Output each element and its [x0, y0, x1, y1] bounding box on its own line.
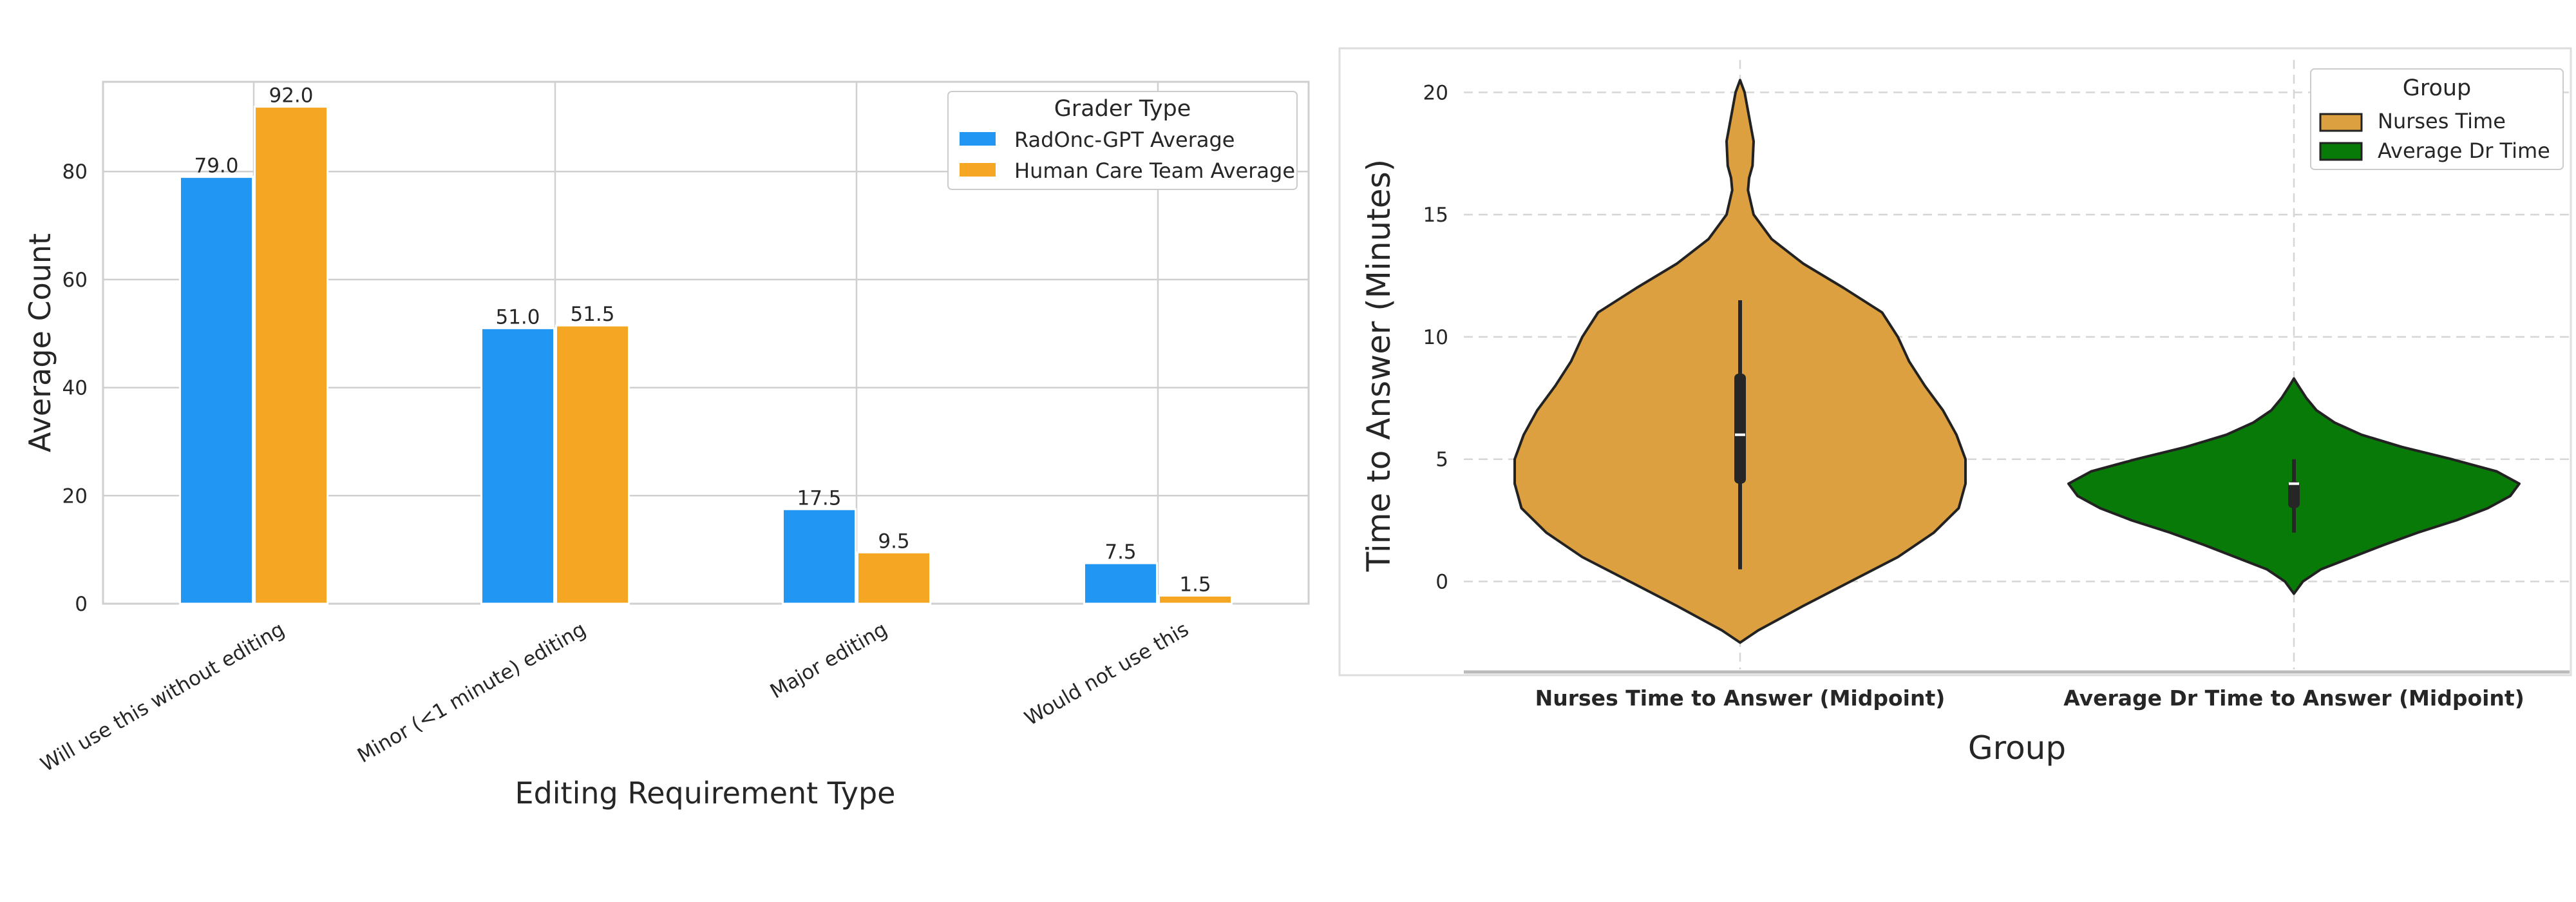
violin-iqr-box — [1734, 373, 1746, 484]
bar-value-labels: 79.0 92.0 51.0 51.5 17.5 9.5 7.5 1.5 — [194, 84, 1211, 597]
bar-legend-swatch-1 — [960, 163, 996, 177]
bar-legend-label-1: Human Care Team Average — [1014, 158, 1295, 183]
bar-legend-swatch-0 — [960, 132, 996, 146]
bar-legend-title: Grader Type — [1054, 96, 1191, 122]
bar-value-label: 79.0 — [194, 155, 238, 178]
bar-legend: Grader Type RadOnc-GPT Average Human Car… — [947, 91, 1298, 190]
bar — [555, 324, 630, 605]
violin-legend-label-1: Average Dr Time — [2378, 139, 2550, 163]
violin-y-axis-title: Time to Answer (Minutes) — [1360, 159, 1397, 572]
bar-x-tick-label: Minor (<1 minute) editing — [354, 618, 590, 768]
bar — [1158, 594, 1233, 605]
bar — [480, 327, 555, 605]
violin-legend-title: Group — [2403, 75, 2472, 101]
bar — [254, 106, 328, 605]
bar-value-label: 51.0 — [495, 305, 540, 329]
violin-legend-swatch-1 — [2319, 142, 2363, 161]
violin-x-tick-label: Nurses Time to Answer (Midpoint) — [1535, 686, 1946, 711]
bar-y-tick-label: 80 — [62, 160, 88, 184]
violin-y-tick-label: 10 — [1423, 326, 1448, 349]
violin-series — [1513, 79, 2521, 644]
violin-legend-box — [2310, 68, 2564, 170]
bar-y-tick-label: 40 — [62, 377, 88, 400]
violin-legend: Group Nurses Time Average Dr Time — [2310, 68, 2564, 170]
bar-series — [179, 106, 1233, 605]
bar — [857, 551, 931, 605]
bar-y-tick-label: 60 — [62, 269, 88, 292]
bar — [179, 176, 254, 605]
bar-x-tick-label: Major editing — [766, 618, 891, 704]
bar — [782, 508, 857, 605]
violin-y-tick-label: 0 — [1435, 571, 1448, 594]
bar-value-label: 9.5 — [878, 530, 909, 553]
bar-x-tick-label: Will use this without editing — [37, 618, 289, 777]
bar-value-label: 7.5 — [1104, 541, 1136, 564]
violin-x-ticks: Nurses Time to Answer (Midpoint) Average … — [1535, 686, 2524, 711]
bar-chart: 79.092.051.0 51.517.59.5 7.51.5 020406080 … — [23, 81, 1310, 811]
bar — [1083, 562, 1158, 605]
violin-y-tick-label: 20 — [1423, 81, 1448, 104]
violin-legend-label-0: Nurses Time — [2378, 109, 2506, 133]
violin-y-ticks: 0 5 10 15 20 — [1423, 81, 1448, 593]
bar-y-tick-label: 0 — [75, 593, 88, 616]
bar-y-tick-label: 20 — [62, 485, 88, 508]
bar-value-label: 17.5 — [797, 486, 841, 510]
violin-x-axis-title: Group — [1968, 729, 2066, 767]
bar-x-axis-title: Editing Requirement Type — [515, 776, 896, 811]
violin-iqr-box — [2288, 481, 2300, 508]
bar-x-tick-label: Would not use this — [1021, 618, 1193, 731]
violin-y-tick-label: 15 — [1423, 204, 1448, 227]
bar-y-ticks: 0 20 40 60 80 — [62, 160, 88, 616]
bar-value-label: 1.5 — [1179, 573, 1211, 596]
violin-x-tick-label: Average Dr Time to Answer (Midpoint) — [2063, 686, 2524, 711]
violin-y-tick-label: 5 — [1435, 448, 1448, 472]
violin-chart: 0 5 10 15 20 Nurses Time to Answer (Midpoint… — [1338, 47, 2572, 767]
bar-x-ticks: Will use this without editing Minor (<1 m… — [37, 618, 1193, 777]
bar-value-label: 92.0 — [269, 84, 313, 108]
violin-legend-swatch-0 — [2319, 113, 2363, 132]
bar-y-axis-title: Average Count — [23, 233, 57, 452]
bar-legend-label-0: RadOnc-GPT Average — [1014, 128, 1235, 152]
bar-value-label: 51.5 — [570, 303, 614, 326]
bar-legend-box — [947, 91, 1298, 190]
